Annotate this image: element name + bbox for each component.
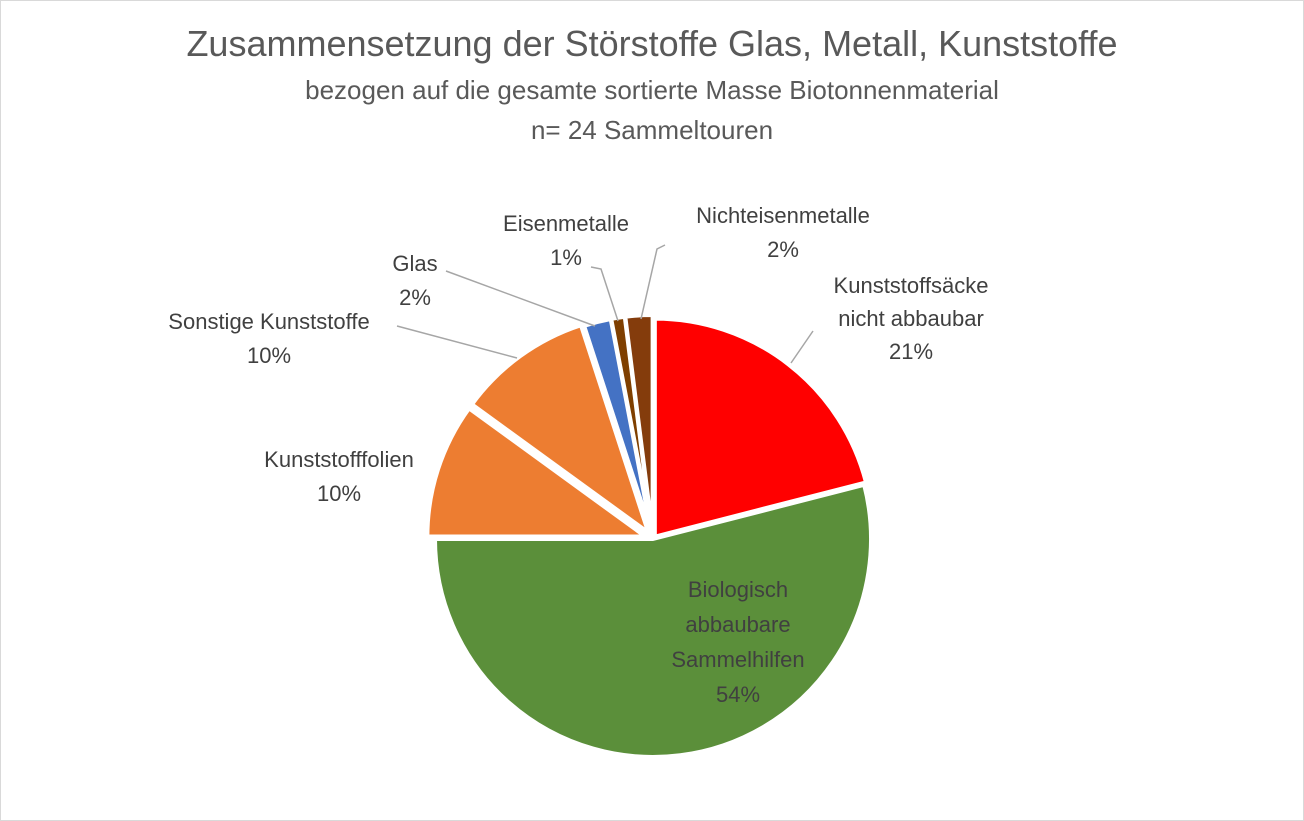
chart-subtitle-sample-size: n= 24 Sammeltouren	[530, 115, 774, 145]
leader-line-sonstige	[396, 325, 518, 359]
data-label-eisen: Eisenmetalle 1%	[503, 211, 629, 270]
chart-title: Zusammensetzung der Störstoffe Glas, Met…	[186, 23, 1118, 64]
pie-slice-bio	[433, 482, 873, 759]
data-label-nichteisen: Nichteisenmetalle 2%	[696, 203, 870, 262]
chart-subtitle: bezogen auf die gesamte sortierte Masse …	[305, 75, 999, 105]
leader-line-nichteisen	[640, 244, 666, 320]
data-label-bio: Biologisch abbaubare Sammelhilfen 54%	[671, 577, 804, 707]
data-label-folien: Kunststofffolien 10%	[264, 447, 414, 506]
pie-slice-folien	[425, 406, 648, 539]
data-label-kunststoffsaecke: Kunststoffsäcke nicht abbaubar 21%	[834, 273, 989, 364]
pie-slice-kunststoffsaecke	[652, 316, 868, 539]
leader-line-eisen	[590, 266, 619, 322]
data-label-sonstige: Sonstige Kunststoffe 10%	[168, 309, 369, 368]
leader-line-kunststoffsaecke	[790, 330, 814, 364]
pie-slice-sonstige	[469, 323, 651, 535]
leader-line-glas	[445, 270, 596, 327]
pie-slice-nichteisen	[623, 313, 655, 536]
data-label-glas: Glas 2%	[392, 251, 437, 310]
